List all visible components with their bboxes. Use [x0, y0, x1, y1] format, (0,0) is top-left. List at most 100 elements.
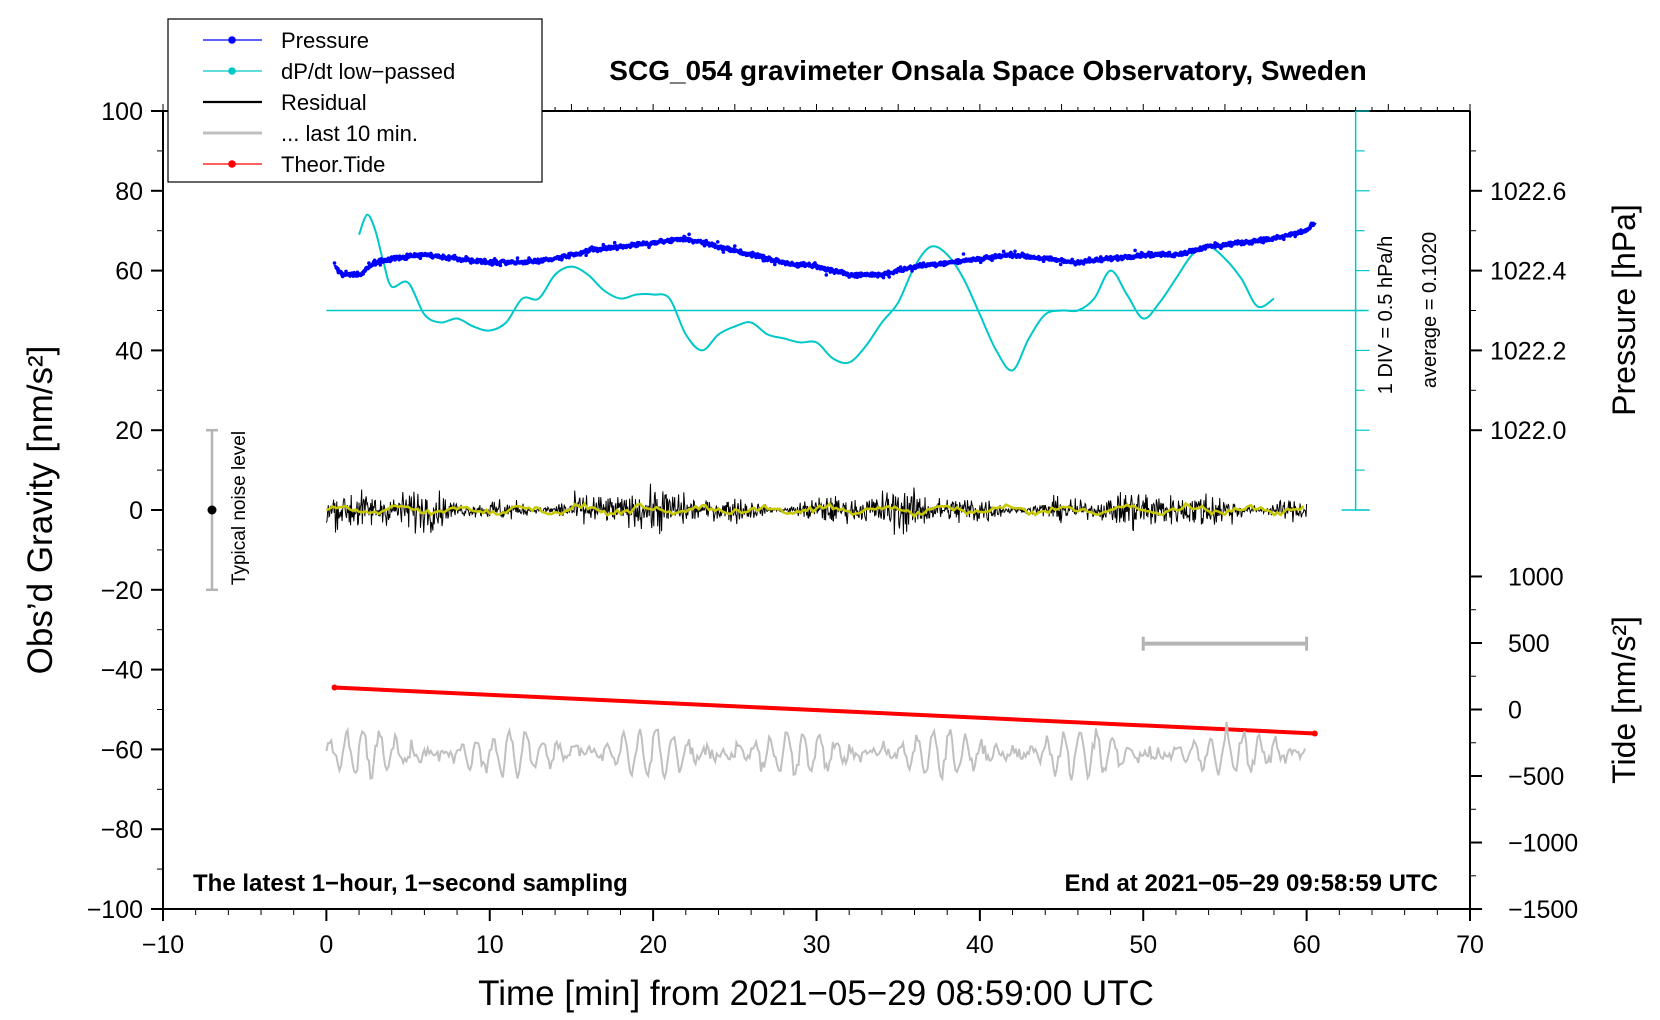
pressure-point: [1253, 239, 1257, 243]
pressure-point: [1007, 253, 1012, 257]
pressure-point: [675, 236, 680, 241]
pressure-point: [693, 239, 697, 243]
pressure-point: [1133, 248, 1137, 253]
pressure-point: [887, 275, 891, 279]
pressure-point: [904, 267, 909, 272]
pressure-point: [395, 254, 400, 259]
pressure-point: [521, 261, 525, 266]
y-tick-label: 80: [115, 178, 143, 206]
pressure-point: [601, 242, 606, 247]
pressure-point: [1064, 260, 1069, 265]
x-tick-label: 0: [319, 931, 333, 959]
pressure-point: [527, 256, 531, 260]
pressure-point: [910, 269, 914, 273]
legend-entry: dP/dt low−passed: [203, 59, 455, 84]
pressure-point: [818, 267, 823, 271]
pressure-point: [578, 253, 583, 257]
pressure-point: [1058, 262, 1063, 267]
pressure-point: [790, 262, 794, 266]
dpdt-series: [326, 213, 1369, 372]
pressure-point: [384, 259, 388, 264]
pressure-point: [401, 256, 406, 260]
pressure-point: [424, 253, 428, 257]
x-tick-label: 50: [1129, 931, 1157, 959]
dpdt-line: [358, 213, 1275, 372]
x-tick-label: 30: [803, 931, 831, 959]
pressure-point: [1299, 228, 1303, 232]
tide-tick-label: −1500: [1508, 896, 1578, 924]
legend-marker: [228, 160, 236, 168]
x-tick-label: 60: [1293, 931, 1321, 959]
x-tick-label: 20: [639, 931, 667, 959]
pressure-point: [670, 239, 674, 244]
footer-left: The latest 1−hour, 1−second sampling: [193, 870, 628, 897]
pressure-point: [687, 232, 691, 237]
pressure-point: [715, 240, 720, 244]
pressure-point: [898, 265, 903, 269]
pressure-point: [595, 249, 600, 254]
pressure-point: [515, 256, 520, 260]
legend-label: Theor.Tide: [281, 152, 385, 177]
pressure-point: [738, 248, 743, 252]
pressure-point: [1282, 237, 1286, 241]
pressure-point: [532, 257, 537, 262]
pressure-point: [590, 245, 594, 249]
pressure-point: [567, 251, 571, 256]
pressure-point: [1047, 258, 1052, 262]
pressure-point: [858, 272, 863, 277]
pressure-point: [1018, 254, 1023, 259]
pressure-point: [973, 258, 977, 262]
pressure-point: [338, 269, 343, 274]
pressure-point: [367, 261, 371, 265]
pressure-point: [1104, 254, 1109, 259]
y-tick-label: −100: [87, 896, 143, 924]
pressure-point: [916, 265, 920, 269]
pressure-point: [990, 258, 994, 263]
pressure-point: [1247, 242, 1252, 246]
pressure-point: [641, 240, 646, 244]
pressure-point: [378, 263, 383, 267]
pressure-point: [795, 265, 800, 269]
pressure-point: [750, 251, 754, 255]
pressure-point: [498, 263, 503, 268]
pressure-point: [893, 269, 897, 274]
pressure-point: [961, 252, 966, 256]
y-tick-label: 0: [129, 497, 143, 525]
pressure-point: [612, 240, 617, 245]
pressure-point: [830, 267, 834, 272]
y-tick-label: 60: [115, 258, 143, 286]
pressure-point: [1241, 242, 1246, 246]
pressure-point: [1207, 244, 1212, 248]
legend-entry: Pressure: [203, 28, 369, 53]
tide-tick-label: 500: [1508, 630, 1550, 658]
pressure-point: [1081, 262, 1086, 266]
pressure-point: [555, 254, 560, 259]
pressure-point: [807, 261, 811, 266]
legend-label: dP/dt low−passed: [281, 59, 455, 84]
pressure-point: [1036, 255, 1040, 260]
pressure-point: [1053, 257, 1057, 262]
y-tick-label: −40: [101, 657, 143, 685]
pressure-point: [1110, 255, 1114, 260]
pressure-point: [1259, 236, 1263, 240]
pressure-point: [755, 252, 760, 256]
pressure-tick-label: 1022.6: [1490, 178, 1566, 206]
y-tick-label: −80: [101, 816, 143, 844]
pressure-point: [1041, 259, 1046, 264]
pressure-point: [773, 262, 777, 267]
pressure-point: [664, 239, 668, 243]
legend: Pressure dP/dt low−passed Residual ... last…: [167, 18, 543, 183]
pressure-point: [487, 261, 491, 266]
tide-series: [331, 684, 1318, 737]
pressure-point: [978, 260, 983, 265]
pressure-point: [435, 255, 440, 259]
pressure-point: [710, 242, 714, 247]
legend-label: Pressure: [281, 28, 369, 53]
residual-series: [325, 483, 1308, 535]
pressure-point: [418, 256, 423, 261]
pressure-point: [1116, 255, 1120, 259]
x-tick-label: 10: [476, 931, 504, 959]
pressure-point: [430, 255, 434, 259]
pressure-point: [784, 260, 789, 265]
pressure-point: [550, 258, 554, 263]
